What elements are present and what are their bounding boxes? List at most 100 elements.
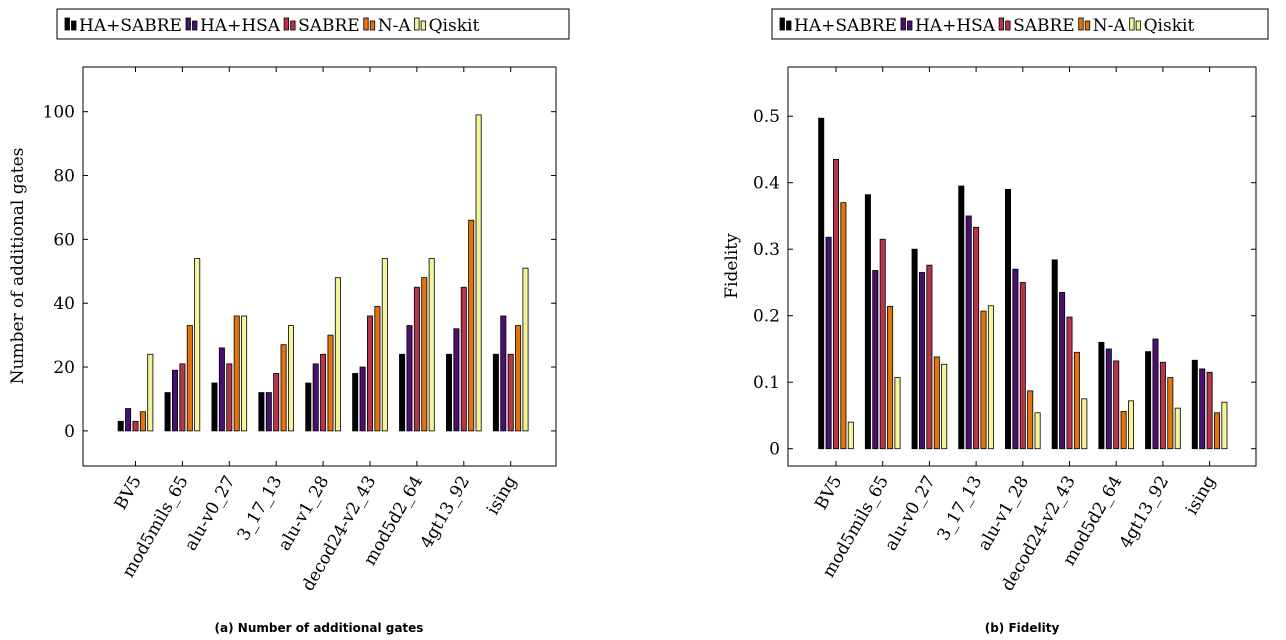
bar-qiskit-alu-v0-27 bbox=[941, 363, 948, 450]
bar-ha-hsa-3-17-13 bbox=[965, 215, 972, 450]
bar-n-a-alu-v0-27 bbox=[933, 356, 940, 450]
bar-n-a-alu-v1-28 bbox=[1027, 390, 1034, 450]
legend-label-n-a: N-A bbox=[378, 16, 412, 36]
legend-swatch-ha-hsa bbox=[192, 20, 198, 31]
bar-qiskit-decod24-v2-43 bbox=[381, 258, 388, 432]
bar-ha-hsa-bv5 bbox=[125, 408, 132, 432]
legend-swatch-qiskit bbox=[1135, 20, 1142, 31]
legend-fidelity: HA+SABRE HA+HSA SABRE N-A Qiskit bbox=[771, 8, 1269, 40]
y-tick-label: 20 bbox=[53, 358, 75, 378]
legend-label-ha-hsa: HA+HSA bbox=[915, 16, 996, 36]
bar-sabre-bv5 bbox=[833, 159, 840, 450]
bar-ha-sabre-4gt13-92 bbox=[1145, 351, 1152, 450]
bar-ha-sabre-decod24-v2-43 bbox=[352, 373, 359, 432]
bar-qiskit-alu-v1-28 bbox=[1034, 412, 1041, 450]
legend-box bbox=[56, 8, 570, 40]
legend-swatch-n-a bbox=[363, 17, 369, 31]
legend-swatch-ha-sabre bbox=[786, 20, 792, 31]
plot-area-fidelity bbox=[787, 66, 1257, 467]
bar-sabre-alu-v0-27 bbox=[926, 264, 933, 450]
legend-label-ha-sabre: HA+SABRE bbox=[794, 16, 897, 36]
legend-label-ha-sabre: HA+SABRE bbox=[79, 16, 182, 36]
bar-ha-sabre-ising bbox=[1191, 359, 1198, 450]
y-axis-label-fidelity: Fidelity bbox=[722, 233, 742, 299]
legend-swatch-sabre bbox=[1005, 20, 1011, 31]
legend-swatch-qiskit bbox=[414, 17, 420, 31]
bar-sabre-bv5 bbox=[132, 420, 139, 432]
bar-ha-hsa-bv5 bbox=[825, 236, 832, 450]
bar-ha-sabre-alu-v0-27 bbox=[211, 382, 218, 432]
bar-qiskit-3-17-13 bbox=[987, 305, 994, 450]
x-tick-label-3-17-13: 3_17_13 bbox=[934, 473, 987, 545]
y-tick-label: 0.4 bbox=[753, 174, 780, 194]
bar-qiskit-4gt13-92 bbox=[475, 114, 482, 432]
legend-label-sabre: SABRE bbox=[1013, 16, 1075, 36]
bar-n-a-3-17-13 bbox=[280, 344, 287, 432]
bar-sabre-decod24-v2-43 bbox=[366, 315, 373, 432]
bar-qiskit-alu-v1-28 bbox=[334, 277, 341, 432]
legend-swatch-qiskit bbox=[420, 20, 427, 31]
y-tick-label: 60 bbox=[53, 230, 75, 250]
bar-n-a-bv5 bbox=[139, 411, 146, 432]
x-tick-label-bv5: BV5 bbox=[811, 473, 846, 514]
bar-ha-sabre-3-17-13 bbox=[958, 185, 965, 450]
bar-ha-sabre-bv5 bbox=[117, 420, 124, 432]
bar-ha-hsa-mod5mils-65 bbox=[872, 270, 879, 450]
bar-n-a-decod24-v2-43 bbox=[1073, 351, 1080, 450]
bar-ha-hsa-4gt13-92 bbox=[453, 328, 460, 432]
bar-n-a-4gt13-92 bbox=[468, 219, 475, 432]
bar-ha-sabre-alu-v1-28 bbox=[305, 382, 312, 432]
bar-sabre-3-17-13 bbox=[973, 226, 980, 450]
y-axis-label-additional-gates: Number of additional gates bbox=[8, 148, 28, 385]
y-tick-label: 0.2 bbox=[753, 307, 780, 327]
bar-n-a-mod5mils-65 bbox=[186, 325, 193, 432]
bar-ha-hsa-mod5d2-64 bbox=[406, 325, 413, 432]
bar-qiskit-mod5mils-65 bbox=[894, 377, 901, 450]
y-ticks-additional-gates: 0 20 40 60 80 100 bbox=[43, 103, 556, 442]
bar-qiskit-ising bbox=[1221, 401, 1228, 450]
legend-swatch-ha-sabre bbox=[71, 20, 77, 31]
bar-ha-sabre-bv5 bbox=[818, 117, 825, 450]
bar-ha-hsa-decod24-v2-43 bbox=[359, 366, 366, 432]
x-tick-label-ising: ising bbox=[1182, 472, 1220, 518]
bar-ha-hsa-4gt13-92 bbox=[1152, 338, 1159, 450]
y-tick-label: 100 bbox=[43, 103, 75, 123]
legend-label-n-a: N-A bbox=[1093, 16, 1127, 36]
bar-ha-hsa-alu-v1-28 bbox=[1012, 268, 1019, 450]
bar-n-a-mod5d2-64 bbox=[1120, 411, 1127, 450]
legend-swatch-ha-hsa bbox=[907, 20, 913, 31]
y-tick-label: 80 bbox=[53, 167, 75, 187]
bar-ha-hsa-3-17-13 bbox=[265, 392, 272, 432]
bar-sabre-mod5mils-65 bbox=[879, 238, 886, 450]
legend-swatch-ha-sabre bbox=[779, 17, 785, 31]
y-tick-label: 0 bbox=[769, 440, 780, 460]
bar-qiskit-alu-v0-27 bbox=[241, 315, 248, 432]
bar-ha-sabre-alu-v1-28 bbox=[1005, 188, 1012, 450]
bar-ha-hsa-decod24-v2-43 bbox=[1059, 292, 1066, 450]
bar-sabre-alu-v1-28 bbox=[320, 353, 327, 432]
legend-swatch-sabre bbox=[998, 17, 1004, 31]
bar-sabre-mod5d2-64 bbox=[1113, 360, 1120, 450]
legend-swatch-ha-sabre bbox=[64, 17, 70, 31]
bar-ha-hsa-ising bbox=[1199, 368, 1206, 450]
bar-ha-hsa-alu-v0-27 bbox=[919, 272, 926, 450]
bar-sabre-3-17-13 bbox=[273, 373, 280, 432]
chart-fidelity: HA+SABRE HA+HSA SABRE N-A Qiskit 00.10.20.30… bbox=[722, 8, 1269, 635]
bar-n-a-4gt13-92 bbox=[1167, 377, 1174, 450]
bar-ha-sabre-decod24-v2-43 bbox=[1051, 259, 1058, 450]
legend-label-qiskit: Qiskit bbox=[429, 16, 480, 36]
legend-swatch-n-a bbox=[1084, 20, 1091, 31]
bar-ha-sabre-3-17-13 bbox=[258, 392, 265, 432]
bar-sabre-decod24-v2-43 bbox=[1066, 316, 1073, 450]
bar-sabre-alu-v0-27 bbox=[226, 363, 233, 432]
bar-ha-sabre-mod5d2-64 bbox=[1098, 341, 1105, 450]
y-tick-label: 40 bbox=[53, 294, 75, 314]
legend-swatch-sabre bbox=[283, 17, 289, 31]
bar-ha-hsa-mod5mils-65 bbox=[171, 369, 178, 432]
y-tick-label: 0.1 bbox=[753, 373, 780, 393]
bar-sabre-4gt13-92 bbox=[460, 286, 467, 432]
x-tick-label-ising: ising bbox=[483, 472, 521, 518]
bar-sabre-4gt13-92 bbox=[1159, 361, 1166, 450]
bar-ha-sabre-alu-v0-27 bbox=[911, 248, 918, 450]
